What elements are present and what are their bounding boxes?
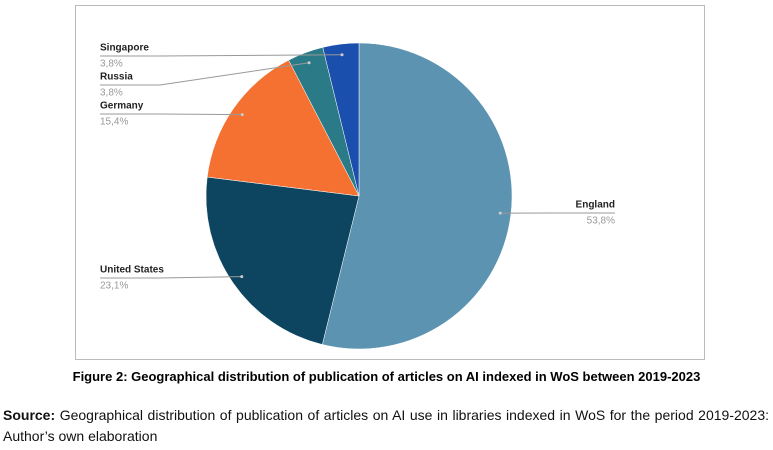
leader-dot (498, 211, 502, 215)
leader-line (100, 62, 310, 86)
pie-slice (206, 59, 360, 197)
source-text: Geographical distribution of publication… (3, 407, 770, 444)
leader-dot (340, 53, 344, 57)
figure-caption: Figure 2: Geographical distribution of p… (72, 369, 701, 384)
slice-value-label: 3,8% (100, 59, 123, 70)
slice-value-label: 53,8% (587, 216, 615, 227)
leader-dot (240, 275, 244, 279)
leader-line (100, 54, 343, 57)
slice-label: United States (100, 265, 164, 276)
slice-label: England (576, 200, 615, 211)
leader-dot (307, 61, 311, 65)
source-label: Source: (3, 407, 56, 423)
chart-frame (75, 5, 705, 360)
source-note: Source: Geographical distribution of pub… (3, 405, 769, 447)
slice-value-label: 23,1% (100, 281, 128, 292)
slice-label: Germany (100, 101, 144, 112)
pie-slice (205, 176, 360, 345)
slice-value-label: 15,4% (100, 117, 128, 128)
pie-slice (322, 42, 360, 197)
slice-label: Singapore (100, 43, 149, 54)
leader-line (100, 113, 243, 116)
leader-dot (240, 113, 244, 117)
leader-line (100, 276, 242, 279)
chart: England 53,8% United States 23,1% Germany 15,… (100, 42, 615, 350)
pie-slice (322, 42, 513, 350)
slice-label: Russia (100, 72, 133, 83)
slice-value-label: 3,8% (100, 88, 123, 99)
